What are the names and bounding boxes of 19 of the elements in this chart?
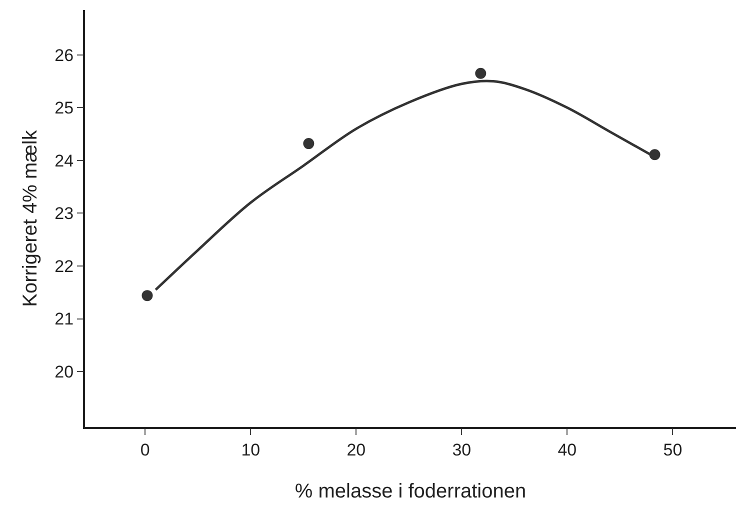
x-tick-label: 40 bbox=[558, 440, 577, 460]
y-tick-label: 21 bbox=[54, 310, 74, 329]
x-tick-label: 20 bbox=[346, 440, 366, 460]
point bbox=[649, 149, 660, 160]
y-axis-title: Korrigeret 4% mælk bbox=[20, 129, 42, 307]
x-tick-label: 10 bbox=[241, 440, 260, 460]
y-tick-label: 22 bbox=[54, 256, 74, 276]
y-tick-label: 25 bbox=[54, 98, 74, 118]
point bbox=[303, 138, 314, 150]
x-tick-label: 0 bbox=[140, 440, 150, 460]
y-tick-label: 23 bbox=[54, 204, 74, 224]
point bbox=[475, 68, 486, 79]
x-axis-title: % melasse i foderrationen bbox=[294, 480, 526, 502]
y-tick-label: 24 bbox=[54, 151, 74, 170]
x-tick-label: 50 bbox=[663, 440, 682, 460]
y-tick-label: 26 bbox=[54, 46, 74, 65]
x-tick-label: 30 bbox=[452, 440, 472, 460]
y-tick-label: 20 bbox=[54, 362, 74, 382]
point bbox=[142, 290, 153, 302]
